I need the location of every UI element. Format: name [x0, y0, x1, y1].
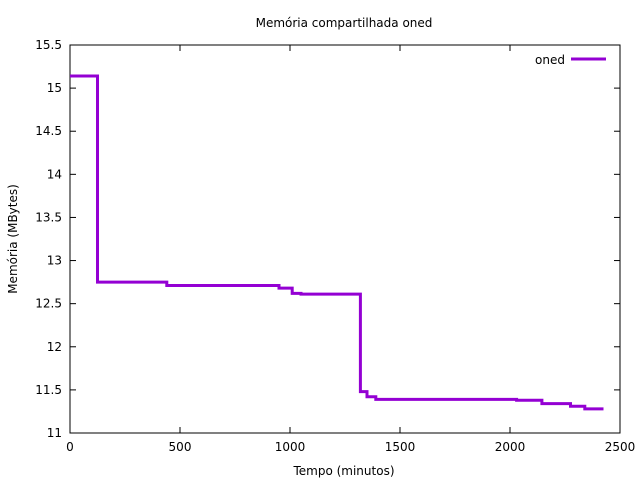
x-tick-label: 500	[169, 440, 192, 454]
y-tick-label: 12	[47, 340, 62, 354]
series-line-oned	[70, 74, 604, 411]
y-tick-label: 14.5	[35, 124, 62, 138]
y-tick-label: 11	[47, 426, 62, 440]
chart-title: Memória compartilhada oned	[256, 16, 433, 30]
ticks-layer: 0 500 1000 1500 2000 2500 11 11.5 12 12.5 13 13.5 14…	[35, 38, 635, 454]
y-tick-label: 14	[47, 167, 62, 181]
y-tick-label: 13	[47, 254, 62, 268]
legend-label-oned: oned	[535, 53, 565, 67]
y-tick-label: 12.5	[35, 297, 62, 311]
plot-frame	[69, 44, 621, 434]
x-tick-label: 0	[66, 440, 74, 454]
x-tick-label: 1000	[275, 440, 306, 454]
y-tick-label: 11.5	[35, 383, 62, 397]
x-axis-label: Tempo (minutos)	[292, 464, 394, 478]
series-layer	[70, 74, 604, 411]
legend: oned	[535, 53, 606, 67]
y-axis-label: Memória (MBytes)	[6, 184, 20, 294]
y-tick-label: 15	[47, 81, 62, 95]
x-tick-label: 2000	[495, 440, 526, 454]
y-tick-label: 13.5	[35, 210, 62, 224]
x-tick-label: 2500	[605, 440, 636, 454]
x-tick-label: 1500	[385, 440, 416, 454]
y-tick-label: 15.5	[35, 38, 62, 52]
